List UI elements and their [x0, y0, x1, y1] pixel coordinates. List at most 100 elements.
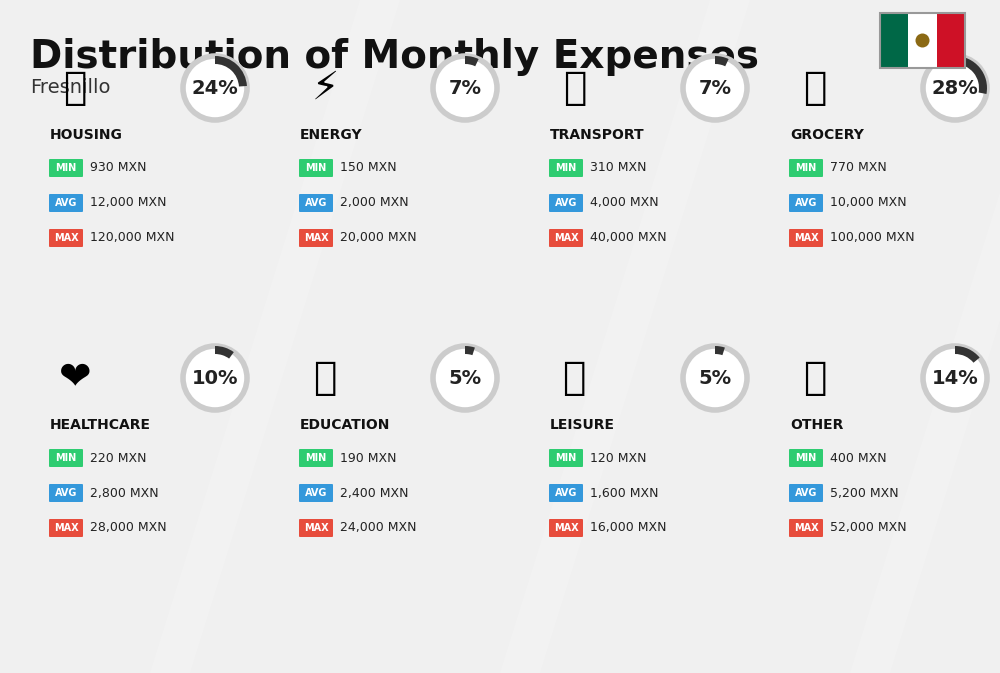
- Polygon shape: [500, 0, 750, 673]
- Wedge shape: [215, 56, 247, 87]
- Text: Fresnillo: Fresnillo: [30, 78, 110, 97]
- FancyBboxPatch shape: [299, 194, 333, 212]
- Text: 5,200 MXN: 5,200 MXN: [830, 487, 899, 499]
- FancyBboxPatch shape: [880, 13, 908, 68]
- Circle shape: [433, 56, 497, 120]
- Circle shape: [923, 56, 987, 120]
- Text: MIN: MIN: [795, 163, 817, 173]
- Text: MAX: MAX: [554, 233, 578, 243]
- FancyBboxPatch shape: [299, 484, 333, 502]
- Text: 770 MXN: 770 MXN: [830, 162, 887, 174]
- Text: AVG: AVG: [555, 198, 577, 208]
- Text: ❤️: ❤️: [59, 359, 91, 397]
- Circle shape: [923, 346, 987, 410]
- Text: LEISURE: LEISURE: [550, 418, 615, 432]
- Text: 10,000 MXN: 10,000 MXN: [830, 197, 907, 209]
- Text: MIN: MIN: [55, 453, 77, 463]
- Text: 🎓: 🎓: [313, 359, 337, 397]
- FancyBboxPatch shape: [549, 484, 583, 502]
- FancyBboxPatch shape: [549, 449, 583, 467]
- Circle shape: [683, 346, 747, 410]
- Text: MAX: MAX: [554, 523, 578, 533]
- Text: AVG: AVG: [305, 488, 327, 498]
- Text: 150 MXN: 150 MXN: [340, 162, 397, 174]
- Text: Distribution of Monthly Expenses: Distribution of Monthly Expenses: [30, 38, 759, 76]
- Wedge shape: [955, 56, 987, 94]
- Circle shape: [916, 34, 930, 48]
- Text: 120 MXN: 120 MXN: [590, 452, 646, 464]
- Text: 7%: 7%: [449, 79, 482, 98]
- FancyBboxPatch shape: [549, 194, 583, 212]
- Text: GROCERY: GROCERY: [790, 128, 864, 142]
- FancyBboxPatch shape: [299, 519, 333, 537]
- Text: 16,000 MXN: 16,000 MXN: [590, 522, 666, 534]
- Text: MAX: MAX: [304, 523, 328, 533]
- Text: MIN: MIN: [305, 163, 327, 173]
- FancyBboxPatch shape: [49, 519, 83, 537]
- Text: 🛒: 🛒: [803, 69, 827, 107]
- Text: ⚡: ⚡: [311, 69, 339, 107]
- Text: 400 MXN: 400 MXN: [830, 452, 887, 464]
- Text: AVG: AVG: [795, 198, 817, 208]
- Text: 1,600 MXN: 1,600 MXN: [590, 487, 658, 499]
- FancyBboxPatch shape: [49, 449, 83, 467]
- Text: 28,000 MXN: 28,000 MXN: [90, 522, 167, 534]
- Text: HEALTHCARE: HEALTHCARE: [50, 418, 151, 432]
- Text: AVG: AVG: [795, 488, 817, 498]
- FancyBboxPatch shape: [908, 13, 937, 68]
- Text: AVG: AVG: [555, 488, 577, 498]
- Text: 🏢: 🏢: [63, 69, 87, 107]
- Text: 52,000 MXN: 52,000 MXN: [830, 522, 907, 534]
- Text: 5%: 5%: [448, 369, 482, 388]
- FancyBboxPatch shape: [49, 159, 83, 177]
- FancyBboxPatch shape: [937, 13, 965, 68]
- Text: MIN: MIN: [305, 453, 327, 463]
- Text: MAX: MAX: [794, 523, 818, 533]
- FancyBboxPatch shape: [49, 229, 83, 247]
- Circle shape: [433, 346, 497, 410]
- FancyBboxPatch shape: [789, 194, 823, 212]
- FancyBboxPatch shape: [549, 519, 583, 537]
- Wedge shape: [465, 56, 479, 66]
- FancyBboxPatch shape: [789, 519, 823, 537]
- FancyBboxPatch shape: [299, 449, 333, 467]
- Text: HOUSING: HOUSING: [50, 128, 123, 142]
- FancyBboxPatch shape: [299, 229, 333, 247]
- FancyBboxPatch shape: [789, 484, 823, 502]
- FancyBboxPatch shape: [789, 159, 823, 177]
- Text: 12,000 MXN: 12,000 MXN: [90, 197, 166, 209]
- Text: MIN: MIN: [555, 453, 577, 463]
- Text: 310 MXN: 310 MXN: [590, 162, 646, 174]
- Text: MAX: MAX: [794, 233, 818, 243]
- Text: 10%: 10%: [192, 369, 238, 388]
- Wedge shape: [715, 56, 729, 66]
- Text: 2,000 MXN: 2,000 MXN: [340, 197, 409, 209]
- Wedge shape: [465, 346, 475, 355]
- Text: 🚌: 🚌: [563, 69, 587, 107]
- Text: 28%: 28%: [932, 79, 978, 98]
- Text: MIN: MIN: [795, 453, 817, 463]
- Text: 930 MXN: 930 MXN: [90, 162, 146, 174]
- Text: 120,000 MXN: 120,000 MXN: [90, 232, 175, 244]
- Text: AVG: AVG: [55, 488, 77, 498]
- Text: 190 MXN: 190 MXN: [340, 452, 396, 464]
- Wedge shape: [715, 346, 725, 355]
- FancyBboxPatch shape: [789, 229, 823, 247]
- Text: 5%: 5%: [698, 369, 732, 388]
- Text: 2,400 MXN: 2,400 MXN: [340, 487, 409, 499]
- Circle shape: [183, 56, 247, 120]
- Text: MAX: MAX: [304, 233, 328, 243]
- Text: 24,000 MXN: 24,000 MXN: [340, 522, 416, 534]
- Text: 220 MXN: 220 MXN: [90, 452, 146, 464]
- FancyBboxPatch shape: [49, 484, 83, 502]
- Wedge shape: [215, 346, 234, 359]
- FancyBboxPatch shape: [549, 159, 583, 177]
- Wedge shape: [955, 346, 980, 363]
- Text: AVG: AVG: [55, 198, 77, 208]
- Text: 14%: 14%: [932, 369, 978, 388]
- Text: 100,000 MXN: 100,000 MXN: [830, 232, 915, 244]
- Text: MIN: MIN: [55, 163, 77, 173]
- Text: 24%: 24%: [192, 79, 238, 98]
- Text: ENERGY: ENERGY: [300, 128, 363, 142]
- Polygon shape: [850, 0, 1000, 673]
